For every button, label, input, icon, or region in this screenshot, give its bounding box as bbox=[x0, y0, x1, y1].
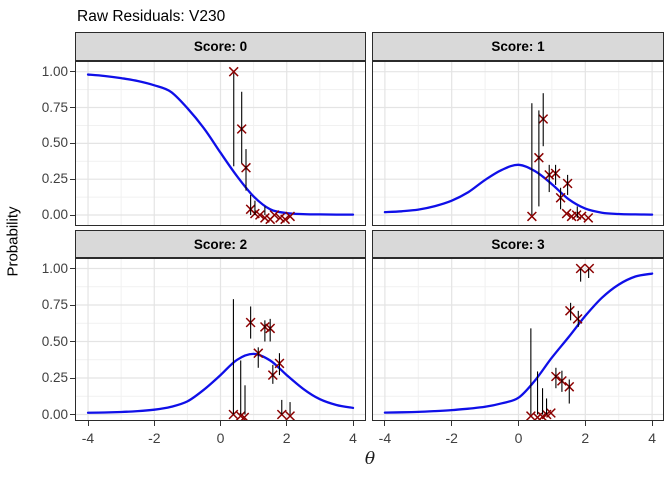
y-tick-mark bbox=[70, 268, 75, 269]
facet-strip-label: Score: 2 bbox=[193, 236, 248, 252]
residual-point bbox=[285, 411, 296, 420]
x-tick-label: -2 bbox=[445, 430, 458, 446]
facet-strip: Score: 1 bbox=[372, 32, 664, 61]
facet-strip: Score: 0 bbox=[75, 32, 366, 61]
y-tick-label: 0.25 bbox=[41, 171, 68, 187]
residual-point bbox=[254, 210, 265, 220]
panel-canvas bbox=[373, 259, 663, 420]
residual-point bbox=[269, 210, 280, 220]
y-tick-label: 0.00 bbox=[41, 406, 68, 422]
y-tick-mark bbox=[70, 414, 75, 415]
facet-panel bbox=[372, 61, 664, 226]
y-tick-label: 1.00 bbox=[41, 260, 68, 276]
panel-canvas bbox=[76, 62, 365, 225]
y-tick-label: 0.75 bbox=[41, 297, 68, 312]
x-axis-title: θ bbox=[364, 449, 376, 469]
trace-curve bbox=[383, 272, 654, 414]
facet-strip: Score: 2 bbox=[75, 230, 366, 258]
x-tick-mark bbox=[220, 421, 221, 426]
residual-point bbox=[584, 263, 595, 274]
residual-point bbox=[526, 211, 537, 222]
x-tick-mark bbox=[153, 421, 155, 426]
trace-curve bbox=[86, 352, 355, 414]
residual-point bbox=[564, 305, 575, 316]
facet-strip-label: Score: 3 bbox=[491, 236, 545, 252]
x-tick-label: 0 bbox=[514, 430, 523, 446]
x-tick-label: 2 bbox=[581, 430, 590, 446]
x-tick-label: -4 bbox=[81, 430, 95, 446]
y-tick-label: 0.00 bbox=[41, 207, 68, 222]
x-tick-mark bbox=[651, 421, 653, 426]
y-tick-mark bbox=[70, 377, 75, 379]
x-tick-mark bbox=[584, 421, 586, 426]
y-tick-label: 0.50 bbox=[41, 135, 68, 151]
y-tick-label: 0.25 bbox=[41, 370, 68, 385]
x-tick-mark bbox=[384, 421, 386, 426]
x-tick-label: -4 bbox=[378, 430, 392, 446]
facet-panel bbox=[75, 258, 366, 421]
y-axis-title: Probability bbox=[4, 206, 22, 277]
residual-point bbox=[228, 66, 239, 77]
y-tick-mark bbox=[70, 142, 75, 144]
facet-strip-label: Score: 0 bbox=[193, 39, 248, 54]
facet-panel bbox=[372, 258, 664, 421]
x-tick-mark bbox=[352, 421, 354, 426]
facet-strip-label: Score: 1 bbox=[491, 39, 545, 54]
y-tick-mark bbox=[70, 341, 75, 342]
panel-canvas bbox=[373, 62, 663, 225]
residual-point bbox=[280, 214, 291, 225]
residual-point bbox=[572, 313, 583, 324]
panel-canvas bbox=[76, 259, 365, 420]
y-tick-mark bbox=[70, 304, 75, 306]
y-tick-label: 0.50 bbox=[41, 333, 68, 349]
trace-curve bbox=[86, 73, 355, 216]
residual-point bbox=[285, 211, 296, 222]
residual-point bbox=[583, 212, 594, 223]
y-tick-label: 1.00 bbox=[41, 63, 68, 79]
residual-point bbox=[545, 408, 556, 418]
x-tick-label: 0 bbox=[216, 430, 225, 446]
plot-title: Raw Residuals: V230 bbox=[77, 8, 226, 25]
x-tick-label: 2 bbox=[282, 430, 291, 446]
trace-curve bbox=[383, 163, 654, 216]
x-tick-label: 4 bbox=[648, 430, 656, 446]
y-tick-mark bbox=[70, 178, 75, 180]
residual-point bbox=[239, 412, 250, 420]
facet-strip: Score: 3 bbox=[372, 230, 664, 258]
y-tick-label: 0.75 bbox=[41, 99, 68, 115]
residual-point bbox=[561, 208, 572, 219]
x-tick-label: 4 bbox=[349, 430, 357, 446]
facet-panel bbox=[75, 61, 366, 226]
x-tick-mark bbox=[87, 421, 89, 426]
y-tick-mark bbox=[70, 107, 75, 108]
x-tick-mark bbox=[518, 421, 519, 426]
x-tick-mark bbox=[451, 421, 453, 426]
y-tick-mark bbox=[70, 214, 75, 216]
y-tick-mark bbox=[70, 71, 75, 73]
x-tick-mark bbox=[286, 421, 288, 426]
x-tick-label: -2 bbox=[148, 430, 161, 446]
